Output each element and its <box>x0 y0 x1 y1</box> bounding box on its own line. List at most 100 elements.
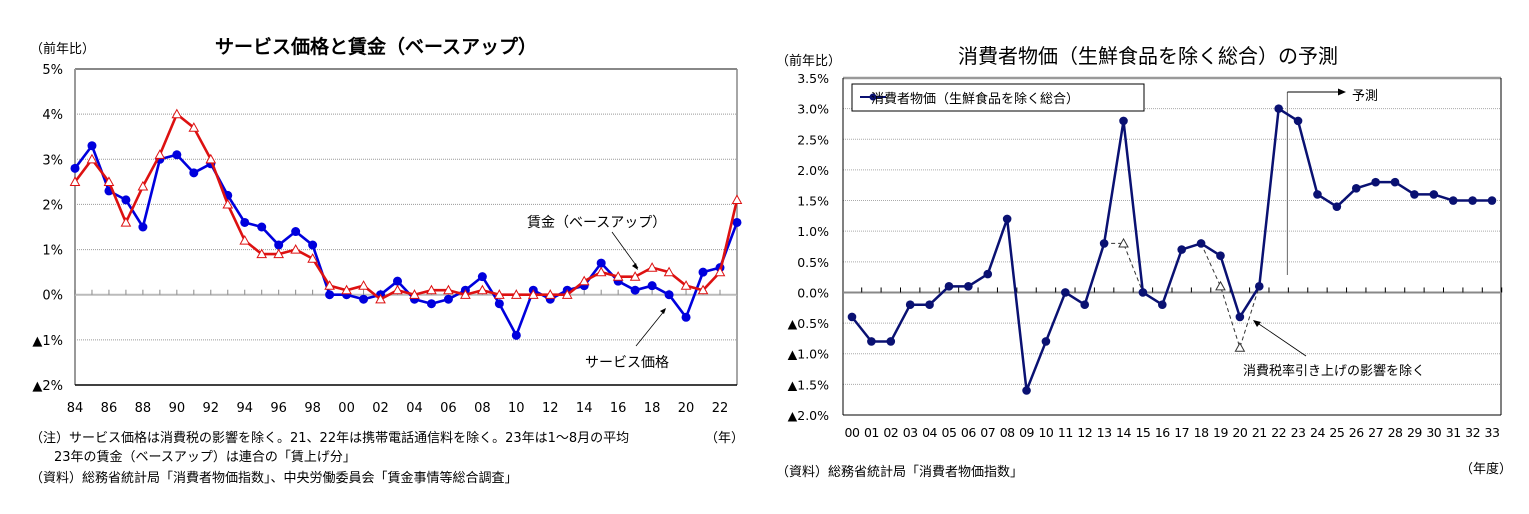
y-tick-label: 1% <box>42 244 63 259</box>
data-point-cpi <box>886 337 896 346</box>
x-tick-label: 08 <box>474 401 491 416</box>
x-tick-label: 04 <box>406 401 423 416</box>
data-point-cpi <box>1022 386 1031 395</box>
tax-exclusion-label: 消費税率引き上げの影響を除く <box>1243 364 1426 379</box>
data-point-wage <box>137 180 149 191</box>
data-point-service-price <box>172 150 182 160</box>
x-tick-label: 04 <box>922 425 937 440</box>
service-price-wage-chart: サービス価格と賃金（ベースアップ） （前年比） 5% 4% 3% 2% 1% 0% ▲1% ▲… <box>0 0 760 514</box>
forecast-arrowhead <box>1338 88 1346 96</box>
data-point-wage <box>392 284 403 295</box>
x-tick-label: 86 <box>101 401 118 416</box>
data-point-cpi <box>1138 288 1148 297</box>
x-tick-label: 23 <box>1291 425 1306 440</box>
data-point-cpi <box>1119 116 1128 126</box>
y-tick-label: ▲2.0% <box>788 408 829 423</box>
data-point-cpi <box>1041 337 1051 346</box>
x-tick-label: 20 <box>678 401 695 416</box>
data-point-cpi <box>925 300 934 310</box>
y-tick-label: 0.5% <box>797 255 829 270</box>
legend-marker-swatch <box>869 93 877 101</box>
data-point-wage <box>595 266 607 277</box>
data-point-cpi <box>1216 251 1225 260</box>
y-tick-label: 5% <box>42 63 63 78</box>
data-point-cpi <box>1313 190 1322 199</box>
y-tick-label: 3.5% <box>797 71 829 86</box>
y-tick-label: ▲0.5% <box>788 316 829 331</box>
x-axis-unit: （年） <box>705 431 745 446</box>
x-tick-label: 20 <box>1232 425 1247 440</box>
data-point-wage <box>205 153 217 164</box>
legend-label: 消費者物価（生鮮食品を除く総合） <box>871 92 1080 107</box>
x-tick-label: 84 <box>67 401 84 416</box>
x-tick-label: 12 <box>1077 425 1092 440</box>
y-tick-label: 2.0% <box>797 163 829 178</box>
x-tick-label: 19 <box>1213 425 1228 440</box>
data-point-cpi <box>1177 245 1186 254</box>
x-tick-label: 16 <box>1155 425 1170 440</box>
data-point-cpi <box>1390 177 1400 187</box>
wage-annotation-arrowhead <box>632 263 638 270</box>
data-point-cpi <box>1158 300 1167 310</box>
data-point-cpi <box>1293 116 1303 126</box>
x-tick-label: 06 <box>440 401 457 416</box>
data-point-tax-excluded <box>1234 342 1246 352</box>
data-point-service-price <box>511 330 521 340</box>
data-point-service-price <box>630 285 640 295</box>
x-tick-label: 02 <box>883 425 898 440</box>
data-point-wage <box>578 275 590 286</box>
data-point-tax-excluded <box>1215 280 1226 291</box>
y-tick-label: ▲1% <box>32 334 63 349</box>
x-tick-label: 32 <box>1465 425 1480 440</box>
tax-annotation-arrowhead <box>1253 320 1261 327</box>
chart-title: 消費者物価（生鮮食品を除く総合）の予測 <box>958 44 1338 68</box>
data-point-wage <box>527 289 539 299</box>
x-tick-label: 26 <box>1349 425 1364 440</box>
data-point-service-price <box>681 312 691 322</box>
x-tick-label: 27 <box>1368 425 1383 440</box>
x-tick-label: 88 <box>135 401 152 416</box>
x-tick-label: 18 <box>644 401 661 416</box>
data-point-tax-excluded <box>1118 237 1129 248</box>
x-tick-label: 22 <box>712 401 729 416</box>
chart-plot-area: 5% 4% 3% 2% 1% 0% ▲1% ▲2% 84 86 88 90 92 94 96 98 00 02 04… <box>32 63 743 416</box>
data-point-wage <box>646 262 658 272</box>
cpi-forecast-chart: 消費者物価（生鮮食品を除く総合）の予測 （前年比） 3.5% 3.0% 2.5% 2.… <box>760 0 1529 514</box>
x-tick-label: 07 <box>980 425 995 440</box>
x-tick-label: 31 <box>1446 425 1461 440</box>
x-tick-label: 00 <box>845 425 860 440</box>
data-point-cpi <box>1254 282 1264 291</box>
data-point-service-price <box>70 163 80 173</box>
data-point-wage <box>256 248 268 259</box>
data-point-cpi <box>1080 300 1090 310</box>
data-point-wage <box>731 194 743 205</box>
x-tick-label: 10 <box>1038 425 1053 440</box>
y-tick-label: 0% <box>42 289 63 304</box>
x-tick-label: 29 <box>1407 425 1422 440</box>
x-tick-label: 30 <box>1426 425 1441 440</box>
data-point-service-price <box>121 195 131 205</box>
data-point-wage <box>409 289 420 299</box>
data-point-wage <box>188 122 200 132</box>
data-point-wage <box>510 289 522 299</box>
data-point-wage <box>629 271 641 281</box>
data-point-service-price <box>359 294 369 304</box>
legend-box <box>851 83 1145 112</box>
data-point-wage <box>358 280 369 290</box>
data-point-wage <box>680 280 692 290</box>
service-price-annotation-arrow <box>635 309 666 347</box>
data-point-service-price <box>325 290 335 300</box>
data-point-cpi <box>867 337 876 346</box>
x-tick-label: 10 <box>508 401 525 416</box>
data-point-service-price <box>443 294 453 304</box>
data-point-service-price <box>477 272 487 282</box>
data-point-cpi <box>1002 214 1012 224</box>
chart-title: サービス価格と賃金（ベースアップ） <box>215 36 538 58</box>
data-point-wage <box>544 289 556 299</box>
data-point-wage <box>171 108 183 119</box>
footnote-1: （注）サービス価格は消費税の影響を除く。21、22年は携帯電話通信料を除く。23… <box>30 431 630 446</box>
data-point-service-price <box>647 281 657 291</box>
tax-annotation-arrow <box>1255 321 1307 357</box>
data-point-cpi <box>905 300 915 310</box>
x-tick-label: 05 <box>942 425 957 440</box>
